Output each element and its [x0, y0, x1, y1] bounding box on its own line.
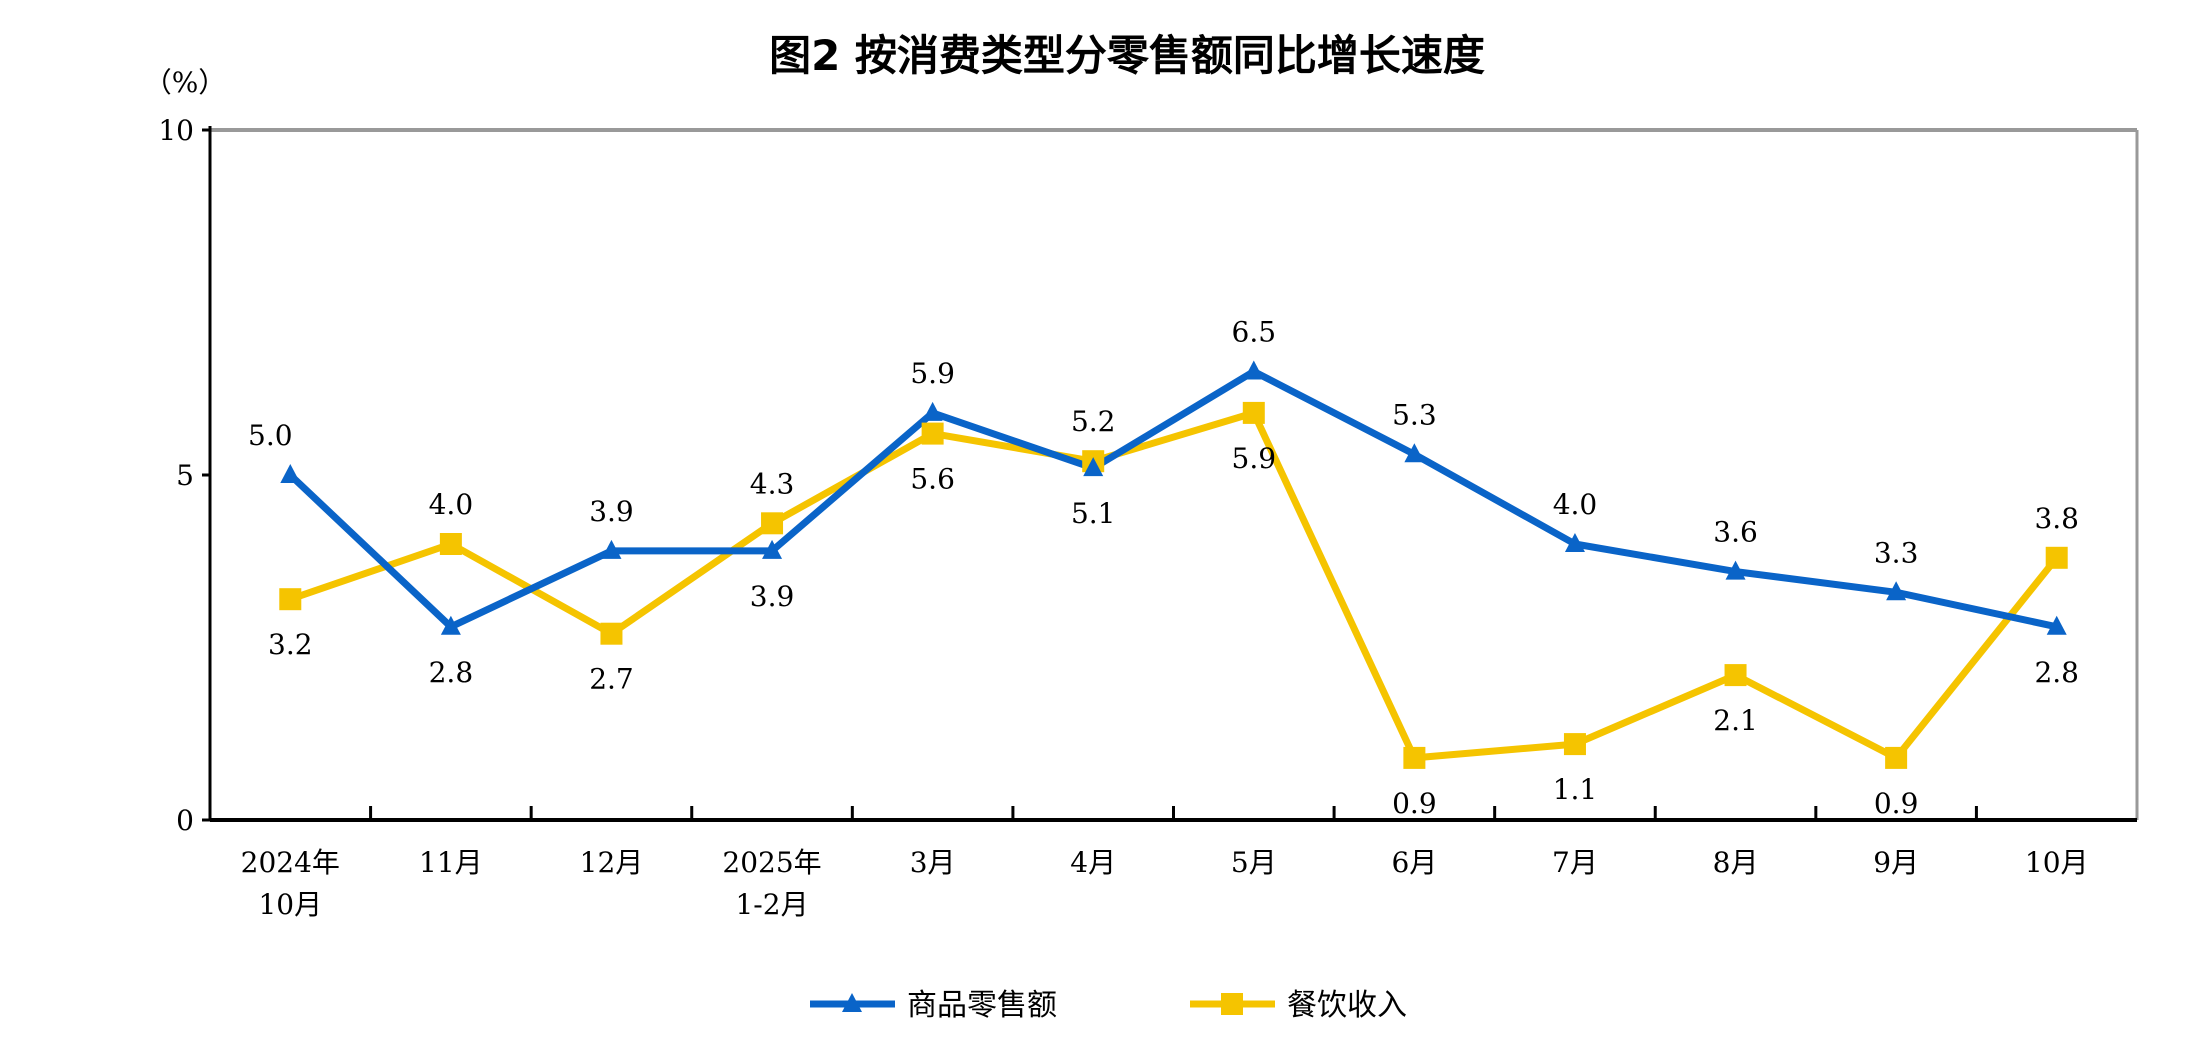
yellow-square-point — [1242, 401, 1265, 424]
yellow-square-point — [1724, 664, 1747, 687]
data-label: 2.8 — [429, 656, 474, 689]
x-tick-label: 9月 — [1873, 846, 1919, 879]
yellow-square-point — [1885, 746, 1908, 769]
blue-triangle-point — [1243, 360, 1264, 380]
x-tick-label: 4月 — [1070, 846, 1116, 879]
data-label: 3.3 — [1874, 536, 1919, 569]
blue-triangle-point — [440, 615, 461, 635]
legend-label: 餐饮收入 — [1287, 988, 1407, 1023]
data-label: 3.9 — [750, 580, 795, 613]
yellow-square-point — [2045, 546, 2068, 569]
data-label: 5.2 — [1071, 405, 1116, 438]
blue-triangle-point — [1564, 533, 1585, 552]
data-label: 5.1 — [1071, 497, 1116, 530]
data-label: 0.9 — [1392, 787, 1437, 820]
data-label: 6.5 — [1232, 316, 1277, 349]
data-label: 5.3 — [1392, 398, 1437, 431]
data-label: 3.9 — [589, 495, 634, 528]
series-line-0 — [287, 368, 2058, 631]
chart-title: 图2 按消费类型分零售额同比增长速度 — [769, 31, 1485, 80]
x-tick-label: 10月 — [2025, 846, 2089, 879]
yellow-square-point — [439, 533, 462, 555]
blue-triangle-point — [1083, 457, 1104, 477]
blue-triangle-point — [601, 539, 622, 559]
x-tick-label: 1-2月 — [735, 888, 808, 921]
x-tick-label: 11月 — [419, 846, 483, 879]
x-tick-label: 7月 — [1552, 846, 1598, 879]
blue-triangle-point — [2046, 615, 2067, 635]
x-tick-label: 2025年 — [722, 846, 821, 879]
data-label: 3.2 — [268, 628, 313, 661]
data-label: 5.6 — [910, 463, 955, 496]
yellow-square-point — [1403, 746, 1426, 769]
data-label: 4.0 — [429, 488, 474, 521]
legend-marker — [1221, 993, 1243, 1015]
data-label: 4.3 — [750, 467, 795, 500]
y-tick-label: 5 — [176, 459, 194, 492]
data-label: 2.1 — [1713, 704, 1758, 737]
data-label: 2.7 — [589, 663, 634, 696]
data-label: 2.8 — [2034, 656, 2079, 689]
data-label: 3.6 — [1713, 516, 1758, 549]
data-label: 1.1 — [1553, 773, 1598, 806]
data-label: 5.0 — [248, 419, 293, 452]
yellow-square-point — [600, 622, 623, 645]
data-label: 4.0 — [1553, 488, 1598, 521]
legend-label: 商品零售额 — [907, 988, 1057, 1023]
yellow-square-point — [921, 422, 944, 445]
y-tick-label: 0 — [176, 804, 194, 837]
x-tick-label: 3月 — [910, 846, 956, 879]
data-label: 5.9 — [1232, 442, 1277, 475]
blue-triangle-point — [280, 464, 301, 483]
x-tick-label: 2024年 — [241, 846, 340, 879]
blue-triangle-point — [922, 401, 943, 421]
series-line-1 — [289, 409, 2060, 762]
blue-triangle-point — [1886, 581, 1907, 601]
x-tick-label: 5月 — [1231, 846, 1277, 879]
blue-triangle-point — [1404, 443, 1425, 463]
x-tick-label: 12月 — [580, 846, 644, 879]
x-tick-label: 8月 — [1713, 846, 1759, 879]
blue-triangle-point — [1725, 560, 1746, 580]
data-label: 0.9 — [1874, 787, 1919, 820]
y-tick-label: 10 — [158, 114, 194, 147]
data-label: 3.8 — [2034, 502, 2079, 535]
x-tick-label: 6月 — [1391, 846, 1437, 879]
yellow-square-point — [1563, 733, 1586, 756]
data-label: 5.9 — [910, 357, 955, 390]
blue-triangle-point — [762, 539, 783, 559]
yellow-square-point — [761, 512, 784, 535]
yellow-square-point — [279, 588, 302, 611]
legend-marker — [842, 993, 862, 1012]
y-axis-unit: （%） — [144, 66, 227, 99]
x-tick-label: 10月 — [258, 888, 322, 921]
